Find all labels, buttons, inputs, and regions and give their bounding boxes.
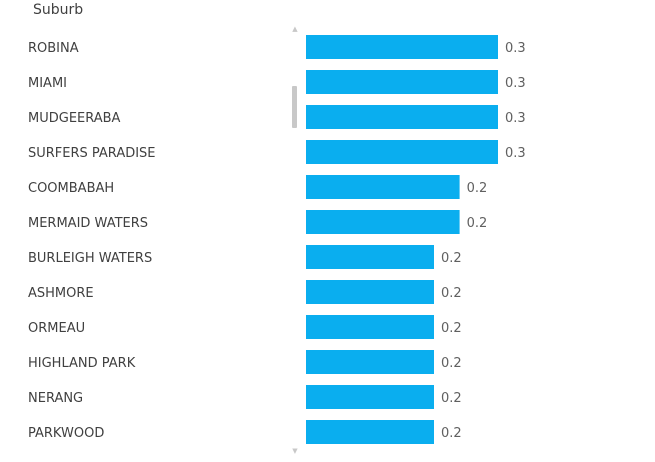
bar[interactable] (306, 210, 460, 234)
chart-row[interactable]: COOMBABAH 0.2 (28, 175, 487, 199)
bar[interactable] (306, 385, 434, 409)
bar[interactable] (306, 70, 498, 94)
chart-row[interactable]: HIGHLAND PARK 0.2 (28, 350, 462, 374)
data-label: 0.2 (441, 391, 462, 406)
category-label: COOMBABAH (28, 181, 114, 196)
vertical-scrollbar[interactable]: ▲ ▼ (289, 24, 301, 456)
scrollbar-thumb[interactable] (292, 86, 297, 128)
chart-row[interactable]: MUDGEERABA 0.3 (28, 105, 526, 129)
data-label: 0.2 (441, 321, 462, 336)
category-label: NERANG (28, 391, 83, 406)
chart-row[interactable]: BURLEIGH WATERS 0.2 (28, 245, 462, 269)
data-label: 0.2 (441, 286, 462, 301)
chart-row[interactable]: PARKWOOD 0.2 (28, 420, 462, 444)
data-label: 0.2 (467, 216, 488, 231)
data-label: 0.2 (441, 251, 462, 266)
category-label: MUDGEERABA (28, 111, 121, 126)
data-label: 0.2 (441, 356, 462, 371)
chart-row[interactable]: ORMEAU 0.2 (28, 315, 462, 339)
category-label: MERMAID WATERS (28, 216, 148, 231)
chart-row[interactable]: MERMAID WATERS 0.2 (28, 210, 487, 234)
chart-row[interactable]: NERANG 0.2 (28, 385, 462, 409)
category-label: ROBINA (28, 41, 79, 56)
data-label: 0.3 (505, 41, 526, 56)
category-label: BURLEIGH WATERS (28, 251, 152, 266)
bar[interactable] (306, 245, 434, 269)
chart-row[interactable]: MIAMI 0.3 (28, 70, 526, 94)
chart-row[interactable]: ROBINA 0.3 (28, 35, 526, 59)
chart-row[interactable]: ASHMORE 0.2 (28, 280, 462, 304)
arrow-down-icon[interactable]: ▼ (292, 447, 298, 455)
bar[interactable] (306, 350, 434, 374)
arrow-up-icon[interactable]: ▲ (292, 25, 298, 33)
category-label: ASHMORE (28, 286, 94, 301)
category-label: PARKWOOD (28, 426, 104, 441)
category-label: MIAMI (28, 76, 67, 91)
bar[interactable] (306, 315, 434, 339)
data-label: 0.2 (467, 181, 488, 196)
data-label: 0.2 (441, 426, 462, 441)
bar[interactable] (306, 175, 460, 199)
bar[interactable] (306, 105, 498, 129)
data-label: 0.3 (505, 76, 526, 91)
suburb-column-header: Suburb (33, 2, 84, 18)
data-label: 0.3 (505, 146, 526, 161)
bar[interactable] (306, 35, 498, 59)
category-label: HIGHLAND PARK (28, 356, 136, 371)
bar[interactable] (306, 420, 434, 444)
chart-row[interactable]: SURFERS PARADISE 0.3 (28, 140, 526, 164)
category-label: ORMEAU (28, 321, 85, 336)
bar[interactable] (306, 280, 434, 304)
category-label: SURFERS PARADISE (28, 146, 156, 161)
data-label: 0.3 (505, 111, 526, 126)
bar[interactable] (306, 140, 498, 164)
